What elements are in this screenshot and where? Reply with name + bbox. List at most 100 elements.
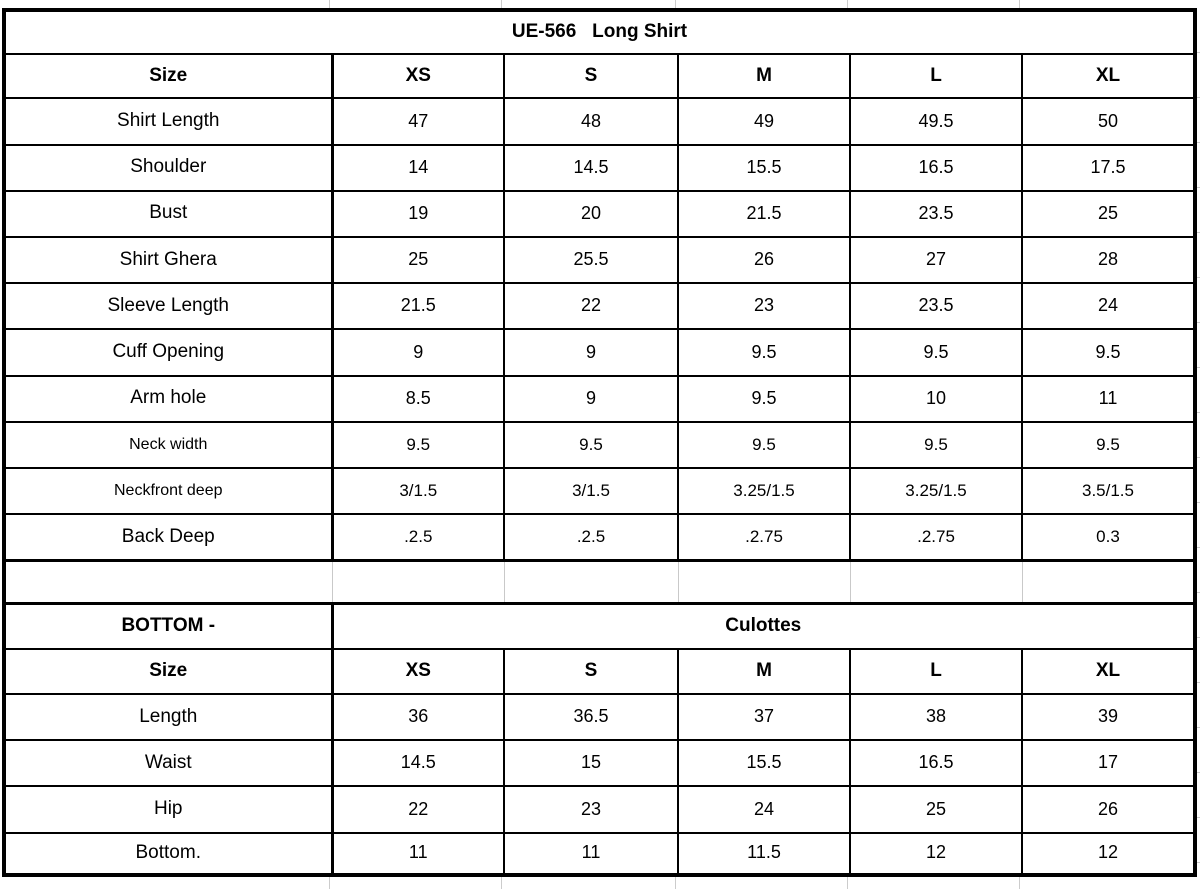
cell: 25.5 [503, 236, 679, 285]
row-label: Shirt Ghera [3, 236, 334, 285]
cell: 12 [849, 831, 1023, 877]
table-row: Length 36 36.5 37 38 39 [3, 693, 1196, 742]
cell: 37 [677, 693, 851, 742]
table-row: Waist 14.5 15 15.5 16.5 17 [3, 739, 1196, 788]
gridline [501, 0, 502, 8]
gridline [1019, 877, 1020, 889]
cell: 11 [1021, 374, 1196, 423]
size-chart-table: UE-566 Long Shirt Size XS S M L XL Shirt… [2, 8, 1197, 877]
table-row: Bottom. 11 11 11.5 12 12 [3, 831, 1196, 877]
cell: 8.5 [331, 374, 505, 423]
row-label: Cuff Opening [3, 328, 334, 377]
empty-cell [849, 558, 1023, 606]
cell: 25 [849, 785, 1023, 834]
cell: 11 [503, 831, 679, 877]
cell: .2.5 [331, 513, 505, 562]
cell: 25 [1021, 189, 1196, 239]
cell: .2.5 [503, 513, 679, 562]
gridline-strip-top [0, 0, 1200, 8]
table-row: Neck width 9.5 9.5 9.5 9.5 9.5 [3, 420, 1196, 470]
row-label: Sleeve Length [3, 282, 334, 331]
cell: 12 [1021, 831, 1196, 877]
row-label: Length [3, 693, 334, 742]
empty-cell [331, 558, 505, 606]
cell: 3.25/1.5 [677, 467, 851, 516]
cell: 10 [849, 374, 1023, 423]
empty-cell [3, 558, 333, 606]
cell: 15 [503, 739, 679, 788]
cell: 23 [677, 282, 851, 331]
empty-cell [677, 558, 851, 606]
row-label: Shoulder [3, 143, 334, 192]
cell: 23 [503, 785, 679, 834]
cell: 11.5 [677, 831, 851, 877]
cell: 20 [503, 189, 679, 239]
cell: 16.5 [849, 143, 1023, 192]
cell: .2.75 [677, 513, 851, 562]
cell: 21.5 [677, 189, 851, 239]
table-row: Shoulder 14 14.5 15.5 16.5 17.5 [3, 143, 1196, 192]
cell: .2.75 [849, 513, 1023, 562]
cell: 15.5 [677, 739, 851, 788]
cell: 49 [677, 97, 851, 146]
table-row: Arm hole 8.5 9 9.5 10 11 [3, 374, 1196, 423]
row-label: Back Deep [3, 513, 334, 562]
cell: 9.5 [1021, 420, 1196, 470]
gridline-strip-bottom [0, 877, 1200, 889]
cell: 24 [1021, 282, 1196, 331]
cell: 9.5 [503, 420, 679, 470]
cell: 15.5 [677, 143, 851, 192]
cell: 3/1.5 [331, 467, 505, 516]
shirt-header-m: M [677, 53, 851, 100]
cell: 9.5 [677, 374, 851, 423]
table-row: Cuff Opening 9 9 9.5 9.5 9.5 [3, 328, 1196, 377]
bottom-header-xl: XL [1021, 647, 1196, 696]
table-row: Back Deep .2.5 .2.5 .2.75 .2.75 0.3 [3, 513, 1196, 562]
bottom-section-label: BOTTOM - [3, 602, 334, 650]
cell: 26 [677, 236, 851, 285]
cell: 19 [331, 189, 505, 239]
row-label: Hip [3, 785, 334, 834]
empty-cell [503, 558, 679, 606]
gridline [1019, 0, 1020, 8]
cell: 3/1.5 [503, 467, 679, 516]
cell: 23.5 [849, 189, 1023, 239]
cell: 22 [331, 785, 505, 834]
cell: 9.5 [1021, 328, 1196, 377]
gridline [675, 877, 676, 889]
cell: 14.5 [331, 739, 505, 788]
shirt-header-l: L [849, 53, 1023, 100]
bottom-header-xs: XS [331, 647, 505, 696]
gridline [847, 0, 848, 8]
table-row: Hip 22 23 24 25 26 [3, 785, 1196, 834]
cell: 9 [331, 328, 505, 377]
cell: 14.5 [503, 143, 679, 192]
table-row: Bust 19 20 21.5 23.5 25 [3, 189, 1196, 239]
gridline [675, 0, 676, 8]
cell: 48 [503, 97, 679, 146]
cell: 36.5 [503, 693, 679, 742]
cell: 9 [503, 374, 679, 423]
bottom-table-title: Culottes [331, 602, 1196, 650]
cell: 9.5 [677, 420, 851, 470]
row-label: Neckfront deep [3, 467, 334, 516]
cell: 50 [1021, 97, 1196, 146]
shirt-header-xs: XS [331, 53, 505, 100]
row-label: Arm hole [3, 374, 334, 423]
cell: 17 [1021, 739, 1196, 788]
cell: 39 [1021, 693, 1196, 742]
gridline [329, 877, 330, 889]
cell: 23.5 [849, 282, 1023, 331]
cell: 38 [849, 693, 1023, 742]
cell: 21.5 [331, 282, 505, 331]
gridline [329, 0, 330, 8]
cell: 9.5 [331, 420, 505, 470]
cell: 3.25/1.5 [849, 467, 1023, 516]
row-label: Bust [3, 189, 334, 239]
shirt-table-title: UE-566 Long Shirt [3, 8, 1196, 56]
table-row: Neckfront deep 3/1.5 3/1.5 3.25/1.5 3.25… [3, 467, 1196, 516]
spacer-row [3, 558, 1196, 606]
shirt-header-xl: XL [1021, 53, 1196, 100]
table-row: Shirt Ghera 25 25.5 26 27 28 [3, 236, 1196, 285]
cell: 17.5 [1021, 143, 1196, 192]
